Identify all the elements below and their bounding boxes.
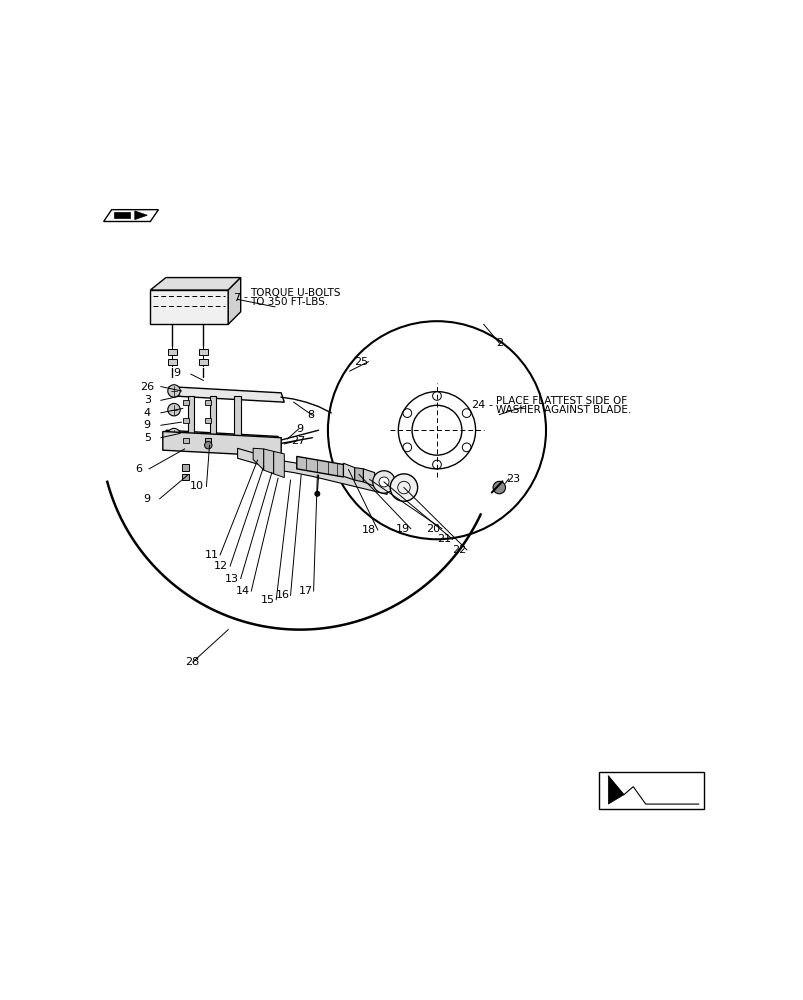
Text: 26: 26 <box>140 382 154 392</box>
Bar <box>114 212 129 218</box>
Text: 14: 14 <box>235 586 249 596</box>
Text: 8: 8 <box>308 410 314 420</box>
Polygon shape <box>263 449 273 474</box>
Bar <box>205 400 211 405</box>
Text: 13: 13 <box>224 574 238 584</box>
Text: TO 350 FT-LBS.: TO 350 FT-LBS. <box>250 297 328 307</box>
Text: 16: 16 <box>275 590 289 600</box>
Bar <box>598 772 703 809</box>
Text: 10: 10 <box>190 481 204 491</box>
Bar <box>168 349 177 355</box>
Text: 3: 3 <box>144 395 150 405</box>
Bar <box>182 418 189 423</box>
Polygon shape <box>150 278 240 290</box>
Text: 9: 9 <box>144 494 151 504</box>
Text: 28: 28 <box>185 657 200 667</box>
Circle shape <box>168 403 180 416</box>
Circle shape <box>389 474 417 501</box>
Text: 11: 11 <box>204 550 218 560</box>
Text: 6: 6 <box>136 464 142 474</box>
Circle shape <box>373 471 395 493</box>
Polygon shape <box>354 468 363 482</box>
Polygon shape <box>238 448 387 494</box>
Text: 2: 2 <box>495 338 502 348</box>
Bar <box>182 438 189 443</box>
Text: PLACE FLATTEST SIDE OF: PLACE FLATTEST SIDE OF <box>495 396 626 406</box>
Text: 21: 21 <box>437 534 451 544</box>
Bar <box>205 438 211 443</box>
Polygon shape <box>228 278 240 324</box>
Bar <box>181 474 189 480</box>
Text: 9: 9 <box>296 424 303 434</box>
Polygon shape <box>253 448 263 470</box>
Circle shape <box>492 481 505 494</box>
Text: 18: 18 <box>361 525 375 535</box>
Text: 17: 17 <box>299 586 313 596</box>
Bar <box>168 359 177 365</box>
Text: 27: 27 <box>291 436 305 446</box>
Text: 22: 22 <box>451 545 465 555</box>
Bar <box>198 359 207 365</box>
Bar <box>234 396 240 445</box>
Text: 25: 25 <box>353 357 368 367</box>
Polygon shape <box>273 451 284 478</box>
Circle shape <box>168 385 180 397</box>
Bar <box>181 464 189 471</box>
Polygon shape <box>363 469 374 486</box>
Text: 15: 15 <box>260 595 274 605</box>
Text: WASHER AGAINST BLADE.: WASHER AGAINST BLADE. <box>495 405 630 415</box>
Circle shape <box>168 428 180 441</box>
Text: 20: 20 <box>426 524 440 534</box>
Bar <box>205 438 211 443</box>
Circle shape <box>328 321 545 539</box>
Text: 4: 4 <box>144 408 151 418</box>
Text: 19: 19 <box>395 524 410 534</box>
Circle shape <box>378 477 389 487</box>
Bar <box>188 396 194 445</box>
Bar <box>182 400 189 405</box>
Text: 9: 9 <box>144 420 151 430</box>
Text: 5: 5 <box>144 433 150 443</box>
Polygon shape <box>343 463 354 480</box>
Text: 7: 7 <box>234 293 240 303</box>
Bar <box>210 396 215 445</box>
Polygon shape <box>162 431 281 456</box>
Bar <box>198 349 207 355</box>
Text: -: - <box>488 400 492 410</box>
Circle shape <box>204 441 212 449</box>
Polygon shape <box>104 210 158 221</box>
Polygon shape <box>165 430 281 445</box>
Polygon shape <box>296 456 343 477</box>
Text: 9: 9 <box>173 368 180 378</box>
Text: TORQUE U-BOLTS: TORQUE U-BOLTS <box>250 288 340 298</box>
Text: 12: 12 <box>214 561 228 571</box>
Text: 24: 24 <box>471 400 485 410</box>
Polygon shape <box>169 387 284 402</box>
Text: -: - <box>243 293 247 303</box>
Circle shape <box>315 491 320 496</box>
Text: 23: 23 <box>505 474 520 484</box>
Bar <box>205 418 211 423</box>
Polygon shape <box>608 776 623 804</box>
Polygon shape <box>150 290 228 324</box>
Polygon shape <box>135 211 147 220</box>
